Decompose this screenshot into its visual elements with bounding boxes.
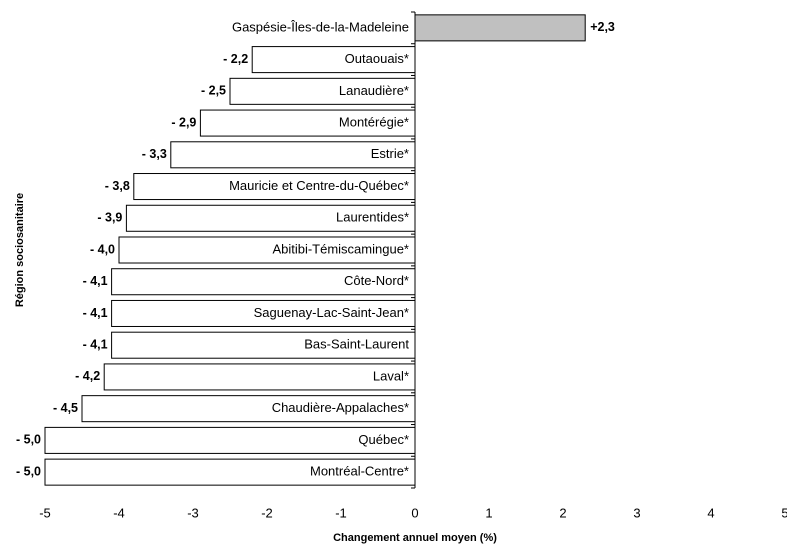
value-label: +2,3 [590, 20, 615, 34]
bar [199, 109, 416, 137]
value-label: - 5,0 [16, 464, 41, 478]
value-label: - 2,9 [171, 115, 196, 129]
bar [125, 204, 416, 232]
category-label: Bas-Saint-Laurent [304, 337, 409, 352]
bar [118, 236, 416, 264]
x-tick-label: 2 [559, 505, 566, 520]
value-label: - 3,9 [97, 211, 122, 225]
y-axis-title: Région sociosanitaire [14, 193, 26, 307]
value-label: - 4,2 [75, 369, 100, 383]
bar [44, 426, 416, 454]
x-tick-label: -2 [261, 505, 273, 520]
category-label: Montérégie* [339, 115, 409, 130]
x-tick-label: 1 [485, 505, 492, 520]
bar [44, 458, 416, 486]
category-label: Saguenay-Lac-Saint-Jean* [254, 305, 409, 320]
category-label: Chaudière-Appalaches* [272, 400, 409, 415]
category-label: Laurentides* [336, 210, 409, 225]
category-label: Abitibi-Témiscamingue* [272, 241, 409, 256]
category-label: Côte-Nord* [344, 273, 409, 288]
x-tick-label: -5 [39, 505, 51, 520]
x-axis-title: Changement annuel moyen (%) [333, 532, 497, 544]
bar [103, 363, 416, 391]
category-label: Estrie* [371, 146, 409, 161]
value-label: - 3,8 [105, 179, 130, 193]
bar [251, 46, 416, 74]
value-label: - 5,0 [16, 433, 41, 447]
x-tick-label: 3 [633, 505, 640, 520]
value-label: - 2,5 [201, 84, 226, 98]
value-label: - 4,1 [83, 274, 108, 288]
category-label: Montréal-Centre* [310, 464, 409, 479]
x-tick-label: 4 [707, 505, 714, 520]
bar [229, 77, 416, 105]
bar [111, 299, 416, 327]
bar [133, 173, 416, 201]
value-label: - 4,5 [53, 401, 78, 415]
value-label: - 4,1 [83, 337, 108, 351]
bar [111, 331, 416, 359]
bar [111, 268, 416, 296]
category-label: Québec* [358, 432, 409, 447]
bar [414, 14, 586, 42]
value-label: - 2,2 [223, 52, 248, 66]
category-label: Outaouais* [345, 51, 409, 66]
category-label: Mauricie et Centre-du-Québec* [229, 178, 409, 193]
value-label: - 4,0 [90, 242, 115, 256]
category-label: Laval* [373, 368, 409, 383]
x-tick-label: 5 [781, 505, 787, 520]
value-label: - 4,1 [83, 306, 108, 320]
x-tick-label: -1 [335, 505, 347, 520]
value-label: - 3,3 [142, 147, 167, 161]
x-tick-label: 0 [411, 505, 418, 520]
x-tick-label: -4 [113, 505, 125, 520]
x-tick-label: -3 [187, 505, 199, 520]
category-label: Gaspésie-Îles-de-la-Madeleine [232, 19, 409, 34]
category-label: Lanaudière* [339, 83, 409, 98]
